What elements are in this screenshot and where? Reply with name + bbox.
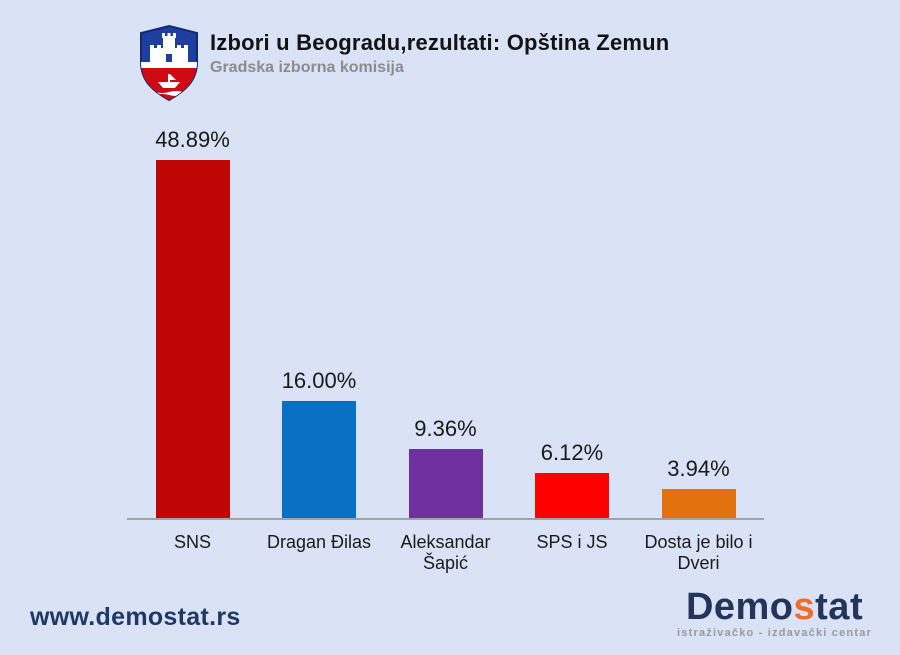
chart-bar-5 [661, 489, 736, 518]
title-block: Izbori u Beogradu,rezultati: Opština Zem… [210, 24, 669, 77]
chart-bar-2 [282, 401, 356, 518]
chart-bar-4 [535, 473, 609, 518]
value-label-1: 48.89% [155, 127, 230, 152]
x-axis-line [127, 518, 764, 520]
category-label-1: SNS [173, 532, 211, 552]
demostat-tagline: istraživačko - izdavački centar [677, 627, 872, 639]
category-label-5: Dosta je bilo i Dveri [644, 532, 753, 573]
chart-subtitle: Gradska izborna komisija [210, 59, 404, 76]
demostat-part2: s [793, 586, 816, 628]
value-label-4: 6.12% [540, 440, 604, 465]
demostat-logo: Demostat istraživačko - izdavački centar [677, 588, 872, 639]
value-label-2: 16.00% [281, 368, 357, 393]
chart-title: Izbori u Beogradu,rezultati: Opština Zem… [210, 30, 670, 55]
chart-bar-3 [408, 449, 483, 518]
demostat-part1: Demo [685, 586, 794, 628]
demostat-wordmark: Demostat [677, 588, 872, 626]
belgrade-coat-of-arms-logo [140, 24, 198, 102]
header: Izbori u Beogradu,rezultati: Opština Zem… [138, 24, 669, 102]
demostat-part3: tat [815, 586, 864, 628]
category-label-3: Aleksandar Šapić [400, 532, 491, 573]
website-link: www.demostat.rs [30, 603, 241, 631]
value-label-5: 3.94% [667, 456, 730, 481]
category-label-4: SPS i JS [536, 532, 608, 552]
value-label-3: 9.36% [414, 416, 477, 441]
chart-bar-1 [155, 160, 230, 518]
category-label-2: Dragan Đilas [266, 532, 372, 552]
